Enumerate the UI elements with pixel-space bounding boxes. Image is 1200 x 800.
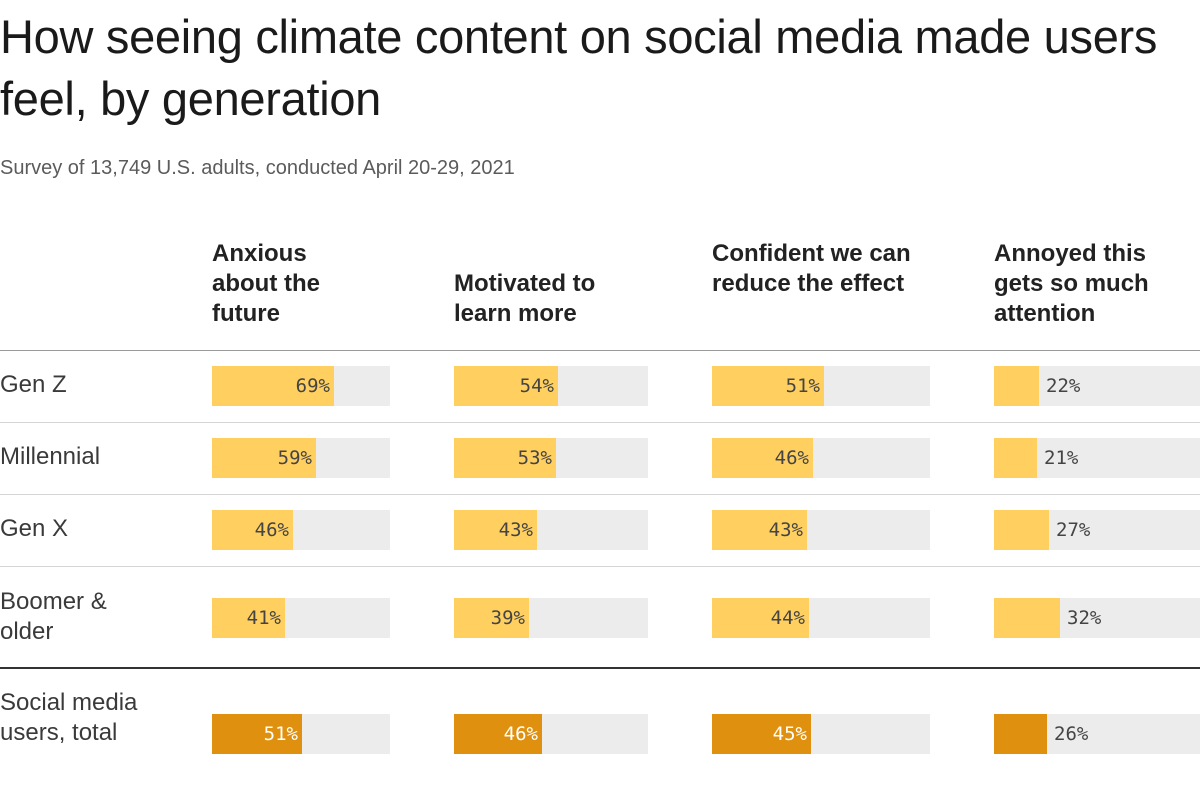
bar-value-label: 43% xyxy=(498,519,533,541)
bar-track: 46% xyxy=(212,510,390,550)
bar xyxy=(994,598,1060,638)
total-divider xyxy=(0,667,1200,669)
bar xyxy=(712,438,813,478)
bar-value-label: 46% xyxy=(254,519,289,541)
bar xyxy=(212,714,302,754)
row-divider xyxy=(0,566,1200,567)
bar-value-label: 69% xyxy=(295,375,330,397)
bar-track: 53% xyxy=(454,438,648,478)
bar-track: 43% xyxy=(454,510,648,550)
bar-value-label: 44% xyxy=(770,607,805,629)
bar-track: 59% xyxy=(212,438,390,478)
bar xyxy=(212,366,334,406)
bar-track: 43% xyxy=(712,510,930,550)
bar-track: 26% xyxy=(994,714,1200,754)
bar xyxy=(994,714,1047,754)
bar-value-label: 43% xyxy=(768,519,803,541)
bar-track: 39% xyxy=(454,598,648,638)
bar xyxy=(454,366,558,406)
bar-track: 22% xyxy=(994,366,1200,406)
bar-track: 51% xyxy=(212,714,390,754)
bar xyxy=(454,438,556,478)
bar-track: 51% xyxy=(712,366,930,406)
bar-track: 27% xyxy=(994,510,1200,550)
row-label: Boomer & older xyxy=(0,588,107,645)
bar xyxy=(212,438,316,478)
bar-value-label: 51% xyxy=(263,723,298,745)
column-header-2: Motivated to learn more xyxy=(454,270,596,327)
bar-track: 21% xyxy=(994,438,1200,478)
bar-track: 54% xyxy=(454,366,648,406)
bar xyxy=(454,510,537,550)
bar xyxy=(212,598,285,638)
bar-track: 45% xyxy=(712,714,930,754)
bar xyxy=(712,366,824,406)
row-label: Millennial xyxy=(0,443,101,470)
bar-track: 46% xyxy=(712,438,930,478)
bar-value-label: 39% xyxy=(490,607,525,629)
bar-track: 44% xyxy=(712,598,930,638)
bar-value-label: 27% xyxy=(1056,519,1091,541)
bar-value-label: 59% xyxy=(277,447,312,469)
bar xyxy=(994,510,1049,550)
row-label: Gen X xyxy=(0,515,69,542)
bar xyxy=(454,714,542,754)
row-divider xyxy=(0,422,1200,423)
bar-track: 32% xyxy=(994,598,1200,638)
bar xyxy=(712,714,811,754)
column-header-3: Confident we can reduce the effect xyxy=(712,240,911,297)
row-divider xyxy=(0,494,1200,495)
bar-value-label: 21% xyxy=(1044,447,1079,469)
bar xyxy=(994,438,1037,478)
bar-value-label: 45% xyxy=(772,723,807,745)
bar-value-label: 53% xyxy=(517,447,552,469)
row-label: Social media users, total xyxy=(0,689,138,746)
column-header-1: Anxious about the future xyxy=(212,240,320,327)
bar-track: 69% xyxy=(212,366,390,406)
bar-value-label: 51% xyxy=(785,375,820,397)
bar-value-label: 41% xyxy=(246,607,281,629)
column-header-4: Annoyed this gets so much attention xyxy=(994,240,1149,327)
bar-track: 41% xyxy=(212,598,390,638)
chart-title: How seeing climate content on social med… xyxy=(0,10,1158,125)
chart-subtitle: Survey of 13,749 U.S. adults, conducted … xyxy=(0,157,515,179)
bar xyxy=(994,366,1039,406)
bar-track: 46% xyxy=(454,714,648,754)
bar-value-label: 46% xyxy=(774,447,809,469)
bar xyxy=(212,510,293,550)
bar xyxy=(712,510,807,550)
bar xyxy=(454,598,529,638)
bar-value-label: 32% xyxy=(1067,607,1102,629)
bar-value-label: 22% xyxy=(1046,375,1081,397)
row-label: Gen Z xyxy=(0,371,67,398)
bar-value-label: 46% xyxy=(503,723,538,745)
header-divider xyxy=(0,350,1200,351)
bar-value-label: 54% xyxy=(519,375,554,397)
bar-value-label: 26% xyxy=(1054,723,1089,745)
bar xyxy=(712,598,809,638)
